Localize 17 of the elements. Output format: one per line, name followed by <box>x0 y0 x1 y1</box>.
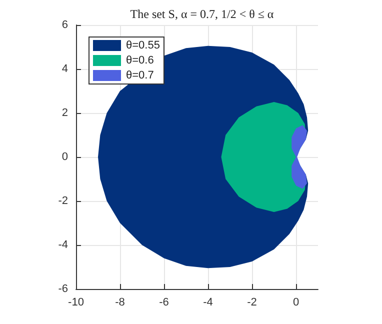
legend-label: θ=0.6 <box>126 54 154 66</box>
y-tick-label: -2 <box>58 195 68 207</box>
x-tick-label: -6 <box>159 296 169 308</box>
legend-label: θ=0.55 <box>126 40 160 52</box>
y-tick-label: 0 <box>62 151 68 163</box>
y-tick-label: 4 <box>62 63 68 75</box>
y-tick-label: 6 <box>62 19 68 31</box>
x-tick-label: 0 <box>292 296 300 308</box>
y-tick-label: -6 <box>58 283 68 295</box>
chart-title: The set S, α = 0.7, 1/2 < θ ≤ α <box>130 7 274 21</box>
x-tick-label: -10 <box>68 296 84 308</box>
x-tick-label: -8 <box>115 296 125 308</box>
legend-label: θ=0.7 <box>126 70 154 82</box>
x-tick-label: -2 <box>247 296 257 308</box>
y-tick-label: -4 <box>58 239 68 251</box>
y-tick-label: 2 <box>62 107 68 119</box>
x-tick-label: -4 <box>203 296 213 308</box>
